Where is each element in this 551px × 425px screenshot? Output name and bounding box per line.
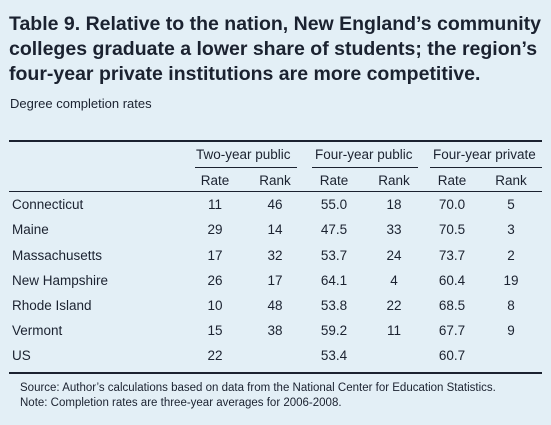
table-cell: 24 — [386, 248, 402, 263]
table-title: Table 9. Relative to the nation, New Eng… — [9, 13, 542, 85]
table-cell: 48 — [267, 298, 283, 313]
table-cell: 11 — [207, 197, 222, 212]
group-underline — [195, 167, 297, 168]
source-text: Source: Author’s calculations based on d… — [20, 382, 496, 394]
table-cell: 18 — [386, 197, 402, 212]
table-cell: 60.7 — [438, 348, 466, 363]
group-underline — [430, 167, 542, 168]
table-cell: 17 — [207, 248, 223, 263]
table-cell: 10 — [207, 298, 223, 313]
table-cell: 9 — [507, 323, 515, 338]
table-cell: 53.4 — [320, 348, 348, 363]
table-cell: 15 — [207, 323, 223, 338]
table-cell: 5 — [507, 197, 515, 212]
table-cell: 11 — [386, 323, 401, 338]
source-notes: Source: Author’s calculations based on d… — [20, 381, 496, 411]
table-cell: 4 — [390, 273, 398, 288]
note-text: Note: Completion rates are three-year av… — [20, 397, 342, 409]
table-cell: 70.0 — [438, 197, 466, 212]
table-cell: 29 — [207, 222, 223, 237]
table-cell: 22 — [386, 298, 402, 313]
group-header-four-year-public: Four-year public — [315, 147, 413, 162]
row-state-label: New Hampshire — [12, 273, 109, 288]
table-cell: 17 — [267, 273, 283, 288]
table-cell: 73.7 — [438, 248, 466, 263]
top-rule — [9, 140, 542, 142]
table-cell: 59.2 — [320, 323, 348, 338]
column-header-rank: Rank — [378, 173, 410, 188]
table-cell: 68.5 — [438, 298, 466, 313]
table-cell: 38 — [267, 323, 283, 338]
table-subtitle: Degree completion rates — [10, 96, 152, 111]
table-cell: 19 — [503, 273, 519, 288]
table-cell: 55.0 — [320, 197, 348, 212]
column-header-rank: Rank — [495, 173, 527, 188]
table-cell: 33 — [386, 222, 402, 237]
column-header-rank: Rank — [259, 173, 291, 188]
table-cell: 22 — [207, 348, 223, 363]
table-cell: 46 — [267, 197, 283, 212]
column-header-rate: Rate — [200, 173, 230, 188]
table-cell: 2 — [507, 248, 515, 263]
table-cell: 47.5 — [320, 222, 348, 237]
table-cell: 67.7 — [438, 323, 466, 338]
group-header-two-year-public: Two-year public — [196, 147, 291, 162]
row-state-label: Connecticut — [12, 197, 84, 212]
table-cell: 3 — [507, 222, 515, 237]
row-state-label: US — [12, 348, 31, 363]
table-cell: 26 — [207, 273, 223, 288]
row-state-label: Maine — [12, 222, 49, 237]
table-cell: 60.4 — [438, 273, 466, 288]
table-cell: 70.5 — [438, 222, 466, 237]
table-cell: 32 — [267, 248, 283, 263]
group-underline — [312, 167, 418, 168]
row-state-label: Vermont — [12, 323, 63, 338]
row-state-label: Rhode Island — [12, 298, 92, 313]
table-cell: 53.7 — [320, 248, 348, 263]
table-cell: 53.8 — [320, 298, 348, 313]
table-cell: 8 — [507, 298, 515, 313]
group-header-four-year-private: Four-year private — [433, 147, 536, 162]
column-header-rate: Rate — [437, 173, 467, 188]
table-cell: 64.1 — [320, 273, 348, 288]
table-cell: 14 — [267, 222, 283, 237]
bottom-rule — [9, 372, 542, 374]
header-rule — [9, 191, 542, 192]
column-header-rate: Rate — [319, 173, 349, 188]
row-state-label: Massachusetts — [12, 248, 103, 263]
